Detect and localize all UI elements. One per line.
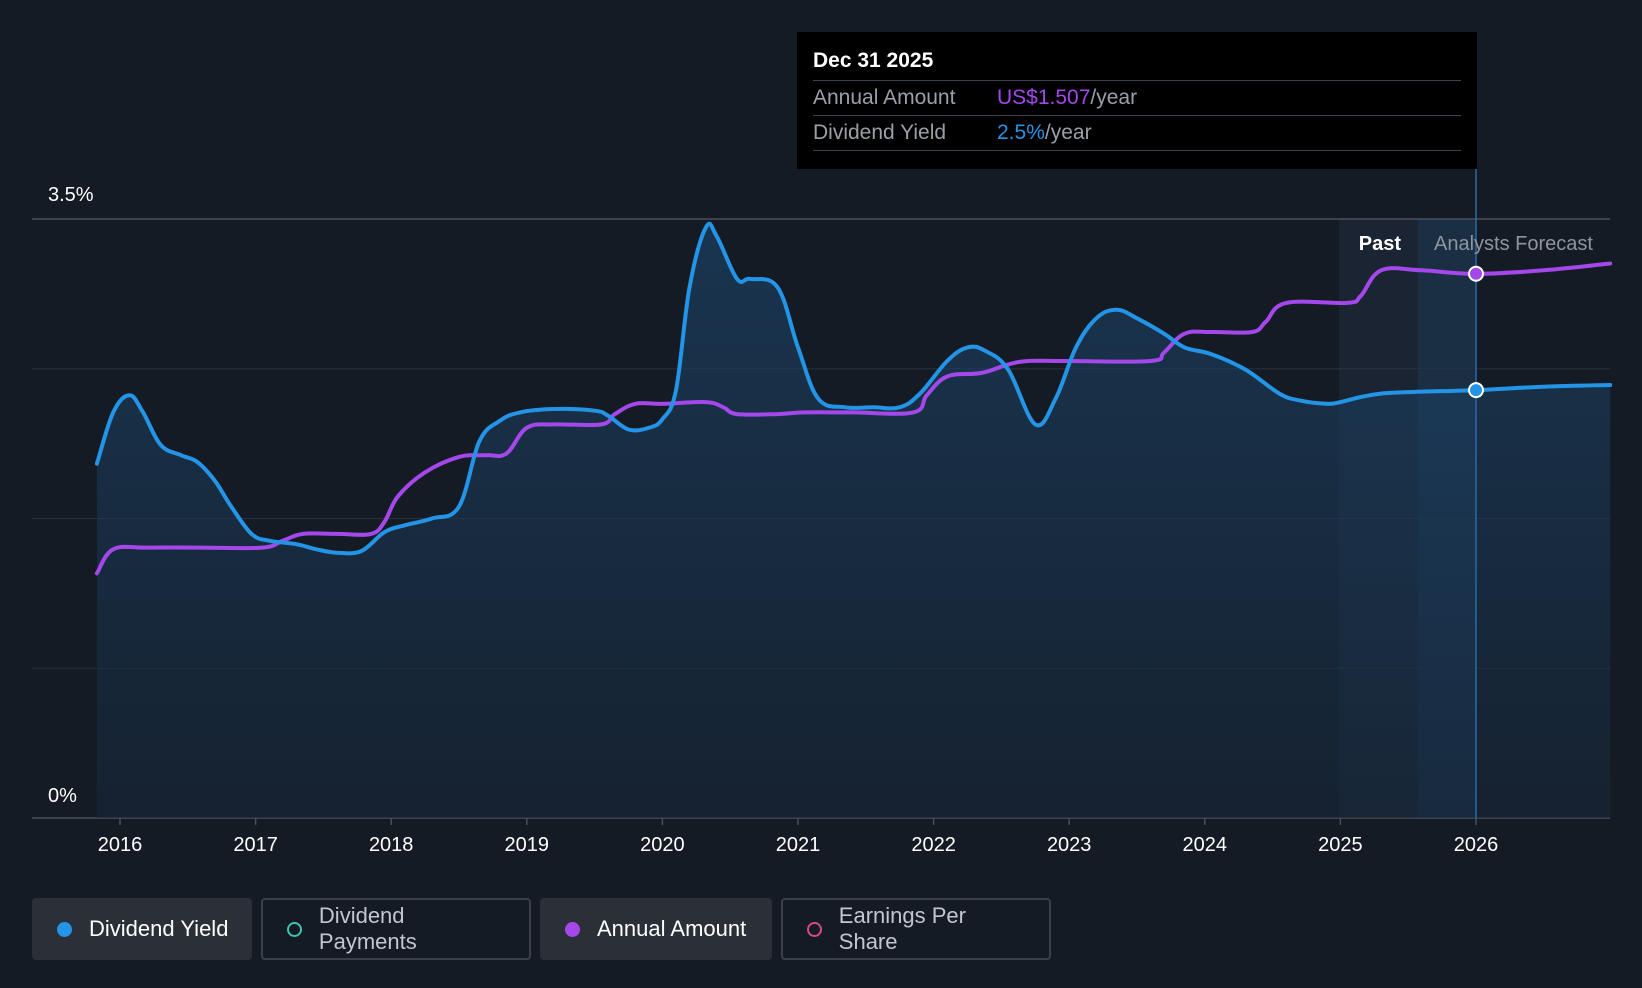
- legend-label: Earnings Per Share: [838, 903, 966, 954]
- tooltip-value: US$1.507: [997, 86, 1091, 109]
- tooltip-unit: /year: [1044, 121, 1092, 144]
- tooltip-label: Dividend Yield: [813, 121, 947, 144]
- x-tick-label: 2017: [233, 834, 278, 856]
- legend-dot-icon: [57, 921, 72, 937]
- legend-annual-amount-button[interactable]: Annual Amount: [540, 898, 772, 960]
- legend-label: Dividend Yield: [89, 916, 229, 941]
- hover-tooltip: Dec 31 2025 Annual Amount US$1.507 /year…: [797, 32, 1477, 169]
- legend-ring-icon: [287, 921, 302, 937]
- y-axis-max-label: 3.5%: [48, 184, 94, 206]
- tooltip-value: 2.5%: [997, 121, 1045, 144]
- analysts-forecast-label: Analysts Forecast: [1434, 233, 1593, 255]
- legend-ring-icon: [807, 921, 822, 937]
- x-tick-label: 2021: [776, 834, 821, 856]
- annual-amount-line: [94, 261, 1613, 576]
- x-tick-label: 2026: [1454, 834, 1499, 856]
- tooltip-label: Annual Amount: [813, 86, 956, 109]
- tooltip-row-dividend-yield: Dividend Yield 2.5% /year: [813, 116, 1461, 151]
- tooltip-row-annual-amount: Annual Amount US$1.507 /year: [813, 81, 1461, 116]
- x-tick-label: 2022: [911, 834, 956, 856]
- legend-earnings-per-share-button[interactable]: Earnings Per Share: [781, 898, 1051, 960]
- x-tick-label: 2025: [1318, 834, 1363, 856]
- legend-dividend-payments-button[interactable]: Dividend Payments: [261, 898, 531, 960]
- tooltip-unit: /year: [1090, 86, 1138, 109]
- y-axis-min-label: 0%: [48, 785, 77, 807]
- tooltip-date: Dec 31 2025: [813, 48, 1461, 81]
- x-axis: 2016 2017 2018 2019 2020 2021 2022 2023 2024 2025…: [98, 818, 1499, 856]
- legend-dot-icon: [565, 921, 580, 937]
- legend-label: Dividend Payments: [318, 903, 417, 954]
- x-tick-label: 2020: [640, 834, 685, 856]
- legend: Dividend Yield Dividend Payments Annual …: [32, 898, 1051, 960]
- dividend-yield-area: [96, 223, 1611, 818]
- past-label: Past: [1359, 233, 1402, 255]
- x-tick-label: 2023: [1047, 834, 1092, 856]
- legend-dividend-yield-button[interactable]: Dividend Yield: [32, 898, 252, 960]
- annual-amount-marker[interactable]: [1468, 265, 1484, 282]
- dividend-yield-marker[interactable]: [1468, 382, 1484, 399]
- legend-label: Annual Amount: [597, 916, 747, 941]
- x-tick-label: 2018: [369, 834, 414, 856]
- x-tick-label: 2024: [1183, 834, 1228, 856]
- x-tick-label: 2016: [98, 834, 143, 856]
- dividend-yield-line: [94, 221, 1613, 556]
- x-tick-label: 2019: [505, 834, 550, 856]
